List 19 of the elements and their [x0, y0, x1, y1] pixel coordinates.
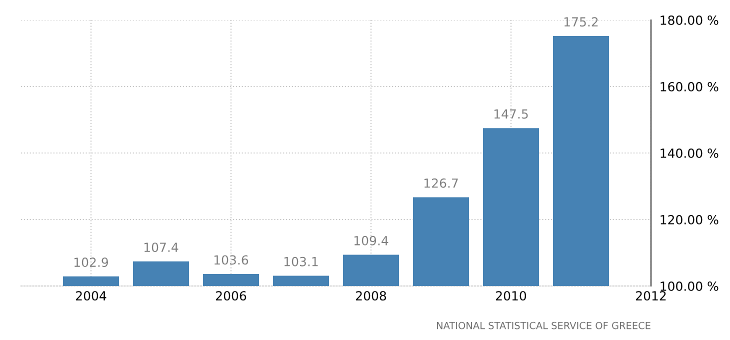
data-label: 103.6	[214, 255, 248, 265]
text: NATIONAL STATISTICAL SERVICE OF GREECE	[436, 322, 650, 330]
data-label: 109.4	[354, 236, 388, 246]
y-tick-label: 180.00 %	[660, 15, 718, 25]
x-tick-label: 2006	[216, 291, 246, 301]
data-label: 147.5	[494, 109, 528, 119]
data-label: 102.9	[74, 258, 108, 267]
x-tick-label: 2010	[496, 291, 526, 301]
data-label: 126.7	[424, 178, 458, 188]
x-tick-label: 2012	[636, 291, 666, 301]
x-tick-label: 2008	[356, 291, 386, 301]
y-tick-label: 140.00 %	[660, 148, 718, 158]
y-tick-label: 160.00 %	[660, 82, 718, 92]
y-tick-label: 120.00 %	[660, 214, 718, 224]
x-tick-label: 2004	[76, 291, 106, 301]
data-label: 175.2	[564, 17, 598, 27]
y-tick-label: 100.00 %	[660, 281, 718, 291]
data-label: 107.4	[144, 242, 178, 252]
data-label: 103.1	[284, 256, 318, 266]
